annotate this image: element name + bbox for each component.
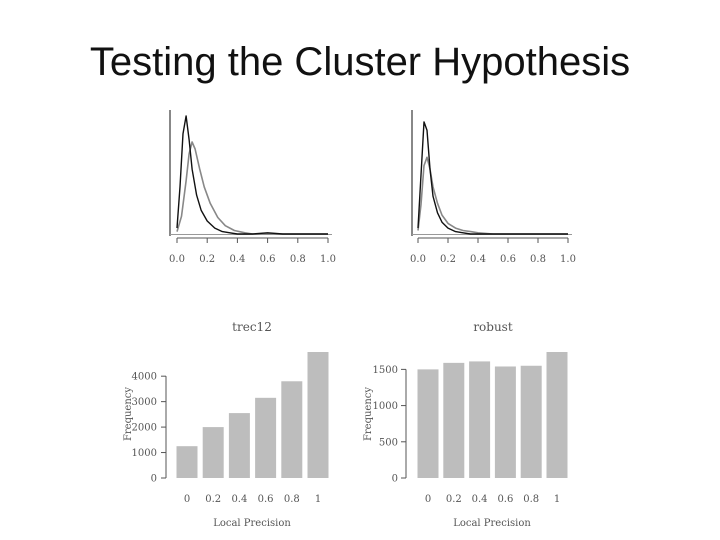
x-axis-label: Local Precision	[213, 518, 291, 529]
y-tick-label: 1000	[373, 401, 398, 412]
bar	[202, 427, 224, 478]
x-tick-label: 0.4	[472, 494, 488, 505]
x-tick-label: 0.2	[205, 494, 221, 505]
bar	[546, 352, 568, 478]
y-tick-label: 500	[379, 437, 398, 448]
x-tick-label: 0.6	[258, 494, 274, 505]
x-tick-label: 0.8	[523, 494, 539, 505]
x-tick-label: 1	[315, 494, 321, 505]
chart-title: robust	[473, 320, 513, 334]
y-tick-label: 4000	[132, 372, 157, 383]
y-axis-label: Frequency	[123, 387, 134, 441]
x-tick-label: 0.6	[500, 254, 516, 265]
slide-title: Testing the Cluster Hypothesis	[89, 40, 631, 84]
bar	[307, 352, 329, 478]
density-curve-dark	[417, 121, 568, 235]
x-tick-label: 1	[554, 494, 560, 505]
bar	[417, 369, 439, 478]
y-tick-label: 1500	[373, 365, 398, 376]
bar	[520, 365, 542, 478]
x-tick-label: 0.4	[470, 254, 486, 265]
bar	[443, 362, 465, 478]
bar	[494, 366, 516, 478]
bar	[255, 397, 277, 478]
density-curve-light	[176, 141, 328, 235]
y-tick-label: 0	[151, 474, 157, 485]
x-tick-label: 0	[425, 494, 431, 505]
x-tick-label: 1.0	[560, 254, 576, 265]
y-tick-label: 1000	[132, 448, 157, 459]
y-tick-label: 3000	[132, 397, 157, 408]
x-tick-label: 0.2	[440, 254, 456, 265]
x-tick-label: 0.6	[260, 254, 276, 265]
bar	[228, 413, 250, 478]
x-tick-label: 0.2	[446, 494, 462, 505]
density-curve-dark	[176, 115, 328, 235]
x-tick-label: 0.6	[497, 494, 513, 505]
x-tick-label: 0.2	[199, 254, 215, 265]
x-axis-label: Local Precision	[453, 518, 531, 529]
bar	[469, 361, 491, 478]
chart-title: trec12	[232, 320, 272, 334]
x-tick-label: 1.0	[320, 254, 336, 265]
bar	[176, 446, 198, 478]
x-tick-label: 0.4	[231, 494, 247, 505]
x-tick-label: 0.0	[410, 254, 426, 265]
x-tick-label: 0.8	[290, 254, 306, 265]
x-tick-label: 0.8	[284, 494, 300, 505]
x-tick-label: 0	[184, 494, 190, 505]
y-tick-label: 0	[392, 474, 398, 485]
y-axis-label: Frequency	[363, 387, 374, 441]
x-tick-label: 0.0	[169, 254, 185, 265]
x-tick-label: 0.4	[229, 254, 245, 265]
y-tick-label: 2000	[132, 423, 157, 434]
bar	[281, 381, 303, 478]
density-curve-light	[417, 156, 568, 235]
x-tick-label: 0.8	[530, 254, 546, 265]
